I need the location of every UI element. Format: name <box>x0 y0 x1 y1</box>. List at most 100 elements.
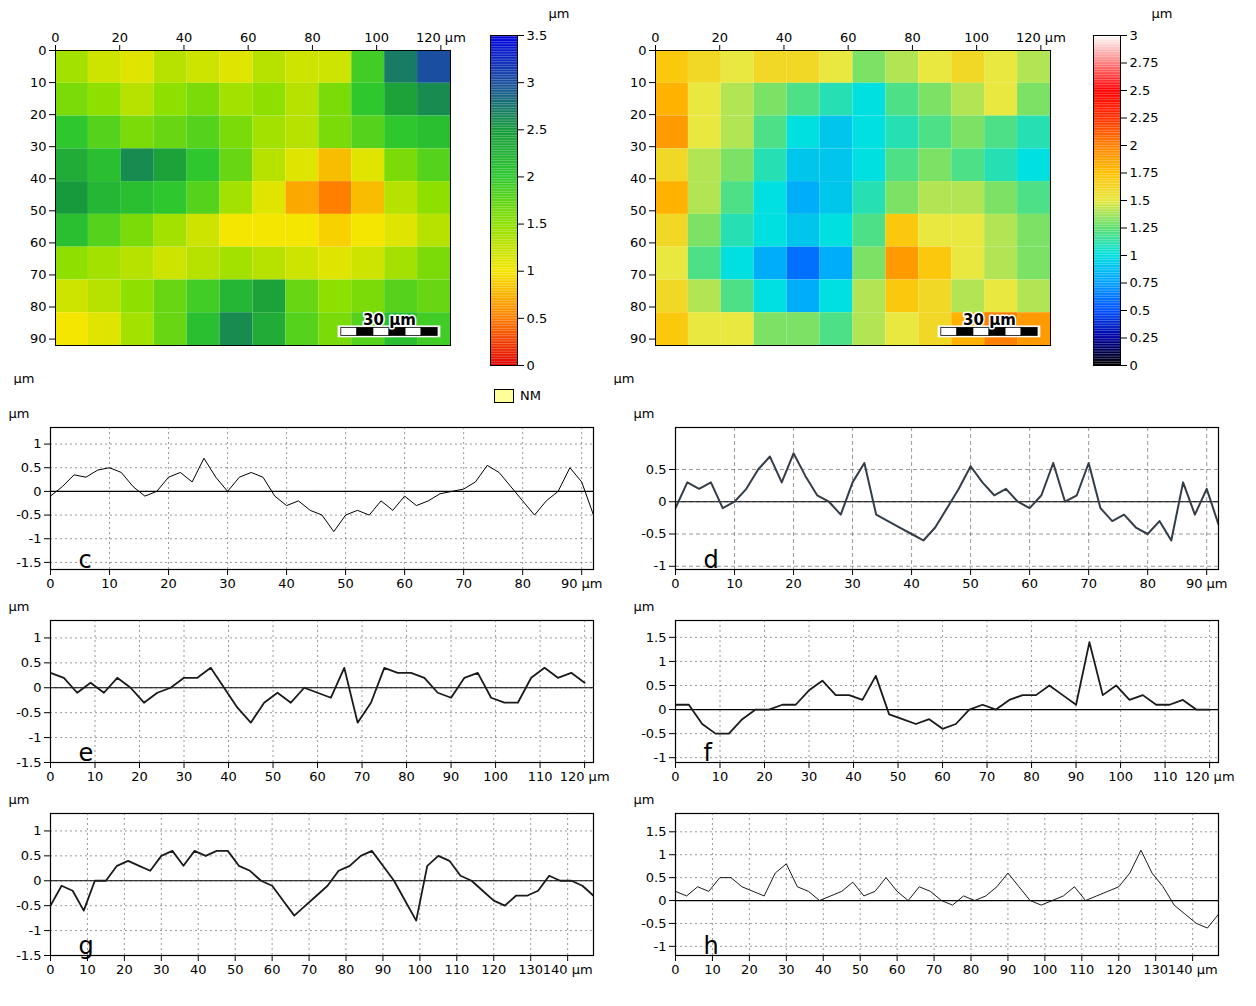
svg-text:2.25: 2.25 <box>1130 110 1159 125</box>
svg-text:0: 0 <box>33 484 41 499</box>
svg-text:µm: µm <box>14 371 35 386</box>
svg-text:40: 40 <box>815 962 832 977</box>
svg-text:0.5: 0.5 <box>527 311 548 326</box>
svg-text:1: 1 <box>1130 248 1138 263</box>
svg-text:0: 0 <box>651 30 659 45</box>
svg-text:90: 90 <box>375 962 392 977</box>
svg-text:-0.5: -0.5 <box>641 726 666 741</box>
svg-text:0: 0 <box>638 43 646 58</box>
svg-text:0: 0 <box>658 494 666 509</box>
svg-text:0: 0 <box>527 358 535 373</box>
svg-text:90: 90 <box>1068 769 1085 784</box>
svg-text:2.5: 2.5 <box>527 122 548 137</box>
svg-text:0.5: 0.5 <box>1130 303 1151 318</box>
svg-text:20: 20 <box>116 962 133 977</box>
svg-text:-1.5: -1.5 <box>16 755 41 770</box>
svg-text:3.5: 3.5 <box>527 28 548 43</box>
svg-text:20: 20 <box>111 30 128 45</box>
svg-text:µm: µm <box>9 599 30 614</box>
svg-text:-1.5: -1.5 <box>16 555 41 570</box>
svg-text:0.5: 0.5 <box>646 462 667 477</box>
svg-text:120 µm: 120 µm <box>416 30 466 45</box>
svg-text:0.5: 0.5 <box>646 870 667 885</box>
svg-text:1.75: 1.75 <box>1130 165 1159 180</box>
svg-text:1: 1 <box>658 654 666 669</box>
svg-text:0: 0 <box>33 873 41 888</box>
svg-text:µm: µm <box>634 792 655 807</box>
svg-text:100: 100 <box>483 769 508 784</box>
svg-text:50: 50 <box>265 769 282 784</box>
svg-text:µm: µm <box>1152 6 1173 21</box>
svg-text:0: 0 <box>671 962 679 977</box>
svg-text:3: 3 <box>527 75 535 90</box>
svg-text:0: 0 <box>658 702 666 717</box>
svg-text:70: 70 <box>354 769 371 784</box>
svg-text:1: 1 <box>658 847 666 862</box>
svg-text:10: 10 <box>704 962 721 977</box>
svg-text:70: 70 <box>301 962 318 977</box>
svg-text:70: 70 <box>30 267 47 282</box>
svg-text:70: 70 <box>630 267 647 282</box>
svg-text:30 µm: 30 µm <box>963 311 1016 329</box>
svg-text:20: 20 <box>30 107 47 122</box>
svg-text:50: 50 <box>337 576 354 591</box>
svg-text:50: 50 <box>630 203 647 218</box>
svg-text:10: 10 <box>30 75 47 90</box>
svg-text:80: 80 <box>338 962 355 977</box>
svg-text:0: 0 <box>46 576 54 591</box>
svg-text:30: 30 <box>153 962 170 977</box>
svg-text:50: 50 <box>30 203 47 218</box>
svg-text:70: 70 <box>1080 576 1097 591</box>
svg-text:0: 0 <box>671 769 679 784</box>
svg-text:-1: -1 <box>29 531 42 546</box>
svg-text:-0.5: -0.5 <box>16 705 41 720</box>
svg-text:0.25: 0.25 <box>1130 330 1159 345</box>
svg-text:20: 20 <box>131 769 148 784</box>
svg-text:-0.5: -0.5 <box>16 898 41 913</box>
svg-text:100: 100 <box>964 30 989 45</box>
svg-text:80: 80 <box>963 962 980 977</box>
svg-text:80: 80 <box>1139 576 1156 591</box>
svg-text:40: 40 <box>776 30 793 45</box>
svg-text:20: 20 <box>741 962 758 977</box>
svg-text:40: 40 <box>278 576 295 591</box>
svg-text:80: 80 <box>304 30 321 45</box>
svg-text:60: 60 <box>396 576 413 591</box>
svg-text:30: 30 <box>778 962 795 977</box>
svg-text:40: 40 <box>845 769 862 784</box>
svg-text:110: 110 <box>1069 962 1094 977</box>
svg-text:0: 0 <box>38 43 46 58</box>
svg-text:-1.5: -1.5 <box>16 948 41 963</box>
svg-text:80: 80 <box>30 299 47 314</box>
svg-text:80: 80 <box>904 30 921 45</box>
svg-text:1: 1 <box>33 630 41 645</box>
svg-text:110: 110 <box>444 962 469 977</box>
svg-text:70: 70 <box>926 962 943 977</box>
svg-text:1.5: 1.5 <box>1130 193 1151 208</box>
svg-text:30: 30 <box>801 769 818 784</box>
svg-text:120: 120 <box>1106 962 1131 977</box>
svg-text:60: 60 <box>1021 576 1038 591</box>
svg-text:40: 40 <box>190 962 207 977</box>
svg-text:1.5: 1.5 <box>527 216 548 231</box>
svg-text:120 µm: 120 µm <box>1185 769 1235 784</box>
svg-text:80: 80 <box>398 769 415 784</box>
svg-text:100: 100 <box>1108 769 1133 784</box>
svg-text:2: 2 <box>1130 138 1138 153</box>
svg-text:90 µm: 90 µm <box>1186 576 1228 591</box>
svg-text:µm: µm <box>614 371 635 386</box>
svg-text:1: 1 <box>33 436 41 451</box>
svg-text:µm: µm <box>549 6 570 21</box>
svg-text:120 µm: 120 µm <box>560 769 610 784</box>
svg-text:1.5: 1.5 <box>646 630 667 645</box>
svg-text:90: 90 <box>630 331 647 346</box>
svg-text:µm: µm <box>634 406 655 421</box>
svg-text:2.5: 2.5 <box>1130 83 1151 98</box>
svg-text:1: 1 <box>527 263 535 278</box>
svg-text:50: 50 <box>962 576 979 591</box>
svg-text:130: 130 <box>518 962 543 977</box>
svg-text:50: 50 <box>227 962 244 977</box>
svg-text:0: 0 <box>671 576 679 591</box>
svg-text:60: 60 <box>240 30 257 45</box>
svg-text:-0.5: -0.5 <box>641 916 666 931</box>
